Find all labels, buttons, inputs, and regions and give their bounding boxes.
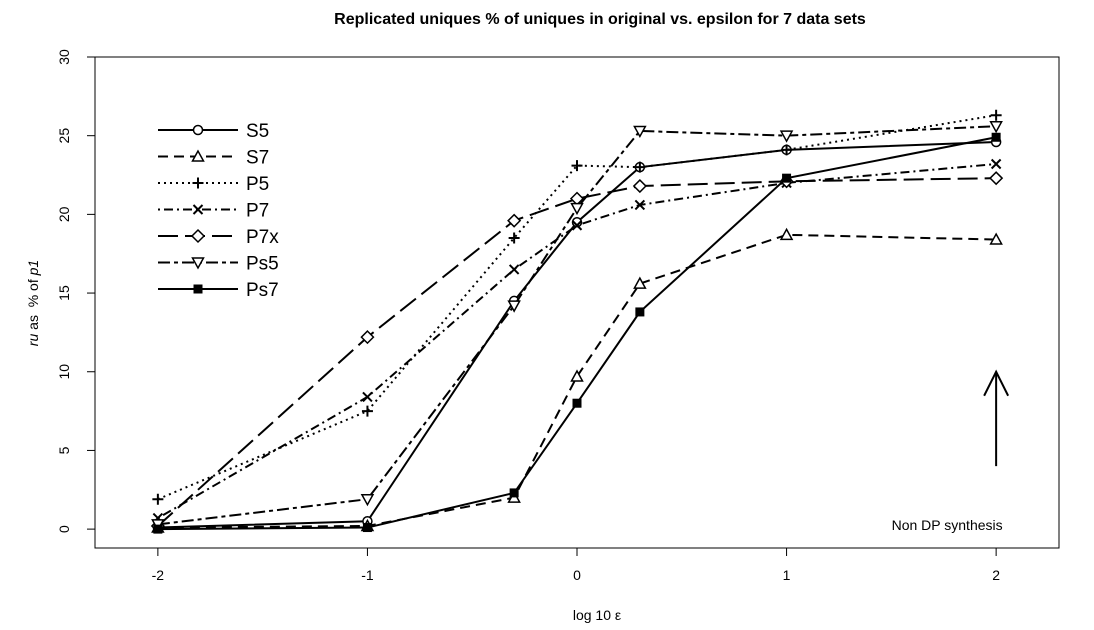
legend-label: S5 xyxy=(246,121,269,142)
y-axis-label-mid: as % of xyxy=(25,275,41,333)
data-point-ps7 xyxy=(362,523,372,533)
data-point-ps7 xyxy=(509,488,519,498)
data-point-ps5 xyxy=(570,202,584,216)
data-point-ps5 xyxy=(633,125,647,139)
y-tick-label: 0 xyxy=(56,525,72,533)
legend-label: S7 xyxy=(246,148,269,169)
series-layer xyxy=(150,109,1004,534)
y-tick-label: 10 xyxy=(56,364,72,380)
data-point-ps5 xyxy=(989,120,1003,134)
data-point-p5 xyxy=(508,232,520,244)
non-dp-annotation: Non DP synthesis xyxy=(892,369,1010,533)
data-point-p7x xyxy=(360,330,375,345)
chart-title: Replicated uniques % of uniques in origi… xyxy=(334,11,866,28)
data-point-s7 xyxy=(989,232,1003,245)
data-point-ps7 xyxy=(572,398,582,408)
data-point-p5 xyxy=(781,144,793,156)
x-tick-label: 1 xyxy=(783,567,791,583)
data-point-ps5 xyxy=(507,300,521,313)
y-axis-label: ru as % of p1 xyxy=(25,260,41,346)
legend-marker xyxy=(192,204,204,215)
data-point-s7 xyxy=(779,227,794,241)
y-tick-label: 5 xyxy=(56,446,72,454)
annotation-text: Non DP synthesis xyxy=(892,517,1003,533)
data-point-p5 xyxy=(152,493,164,505)
legend-marker xyxy=(192,124,204,136)
legend-label: Ps7 xyxy=(246,280,279,301)
x-tick-label: 2 xyxy=(992,567,1000,583)
y-tick-label: 20 xyxy=(56,206,72,222)
y-axis-label-p1: p1 xyxy=(25,260,41,277)
legend-label: Ps5 xyxy=(246,254,279,275)
x-axis-label: log 10 ε xyxy=(573,607,621,623)
y-axis-label-ru: ru xyxy=(25,334,41,347)
data-point-ps7 xyxy=(991,132,1001,142)
y-tick-label: 15 xyxy=(56,285,72,301)
data-point-ps7 xyxy=(153,524,163,534)
legend-item-s7: S7 xyxy=(158,148,269,169)
series-line-p7x xyxy=(157,177,997,527)
legend-marker xyxy=(192,177,204,189)
y-tick-label: 25 xyxy=(56,128,72,144)
series-line-p5 xyxy=(157,114,997,501)
x-tick-label: 0 xyxy=(573,567,581,583)
legend-label: P7 xyxy=(246,201,269,222)
legend-label: P7x xyxy=(246,227,279,248)
data-point-p7 xyxy=(362,391,373,403)
series-s7 xyxy=(151,227,1003,533)
series-line-ps5 xyxy=(157,125,997,526)
data-point-p5 xyxy=(634,161,646,173)
legend-marker xyxy=(191,257,205,270)
legend-item-ps5: Ps5 xyxy=(158,254,279,275)
data-point-ps5 xyxy=(779,130,794,143)
data-point-s7 xyxy=(570,369,584,382)
y-tick-label: 30 xyxy=(56,49,72,65)
legend-item-ps7: Ps7 xyxy=(158,280,279,301)
data-point-s7 xyxy=(633,276,647,289)
series-ps7 xyxy=(153,132,1001,534)
x-tick-label: -2 xyxy=(152,567,165,583)
legend-item-p5: P5 xyxy=(158,174,269,195)
legend: S5 S7 P5 P7 P7x Ps5 Ps7 xyxy=(158,121,279,301)
data-point-ps7 xyxy=(782,173,792,183)
legend-marker xyxy=(190,228,206,244)
data-point-p7x xyxy=(507,213,522,228)
legend-marker xyxy=(193,284,203,294)
legend-item-p7x: P7x xyxy=(158,227,279,248)
data-point-p7x xyxy=(632,178,647,194)
data-point-ps7 xyxy=(635,307,645,317)
data-point-p5 xyxy=(571,160,583,172)
legend-marker xyxy=(191,149,205,162)
series-p5 xyxy=(152,109,1002,505)
data-point-p5 xyxy=(990,109,1002,121)
data-point-p7 xyxy=(508,264,520,275)
y-axis: 0 5 10 15 20 25 30 xyxy=(56,49,95,533)
legend-item-s5: S5 xyxy=(158,121,269,142)
legend-item-p7: P7 xyxy=(158,201,269,222)
series-ps5 xyxy=(151,120,1003,532)
data-point-ps5 xyxy=(360,493,375,507)
data-point-p7x xyxy=(989,171,1004,186)
data-point-p7 xyxy=(571,220,583,231)
data-point-p7 xyxy=(990,158,1002,170)
x-tick-label: -1 xyxy=(361,567,374,583)
x-axis: -2 -1 0 1 2 xyxy=(152,548,1000,583)
data-point-p7 xyxy=(634,199,646,211)
legend-label: P5 xyxy=(246,174,269,195)
data-point-p5 xyxy=(361,405,373,417)
annotation-arrow-head xyxy=(983,369,1010,397)
